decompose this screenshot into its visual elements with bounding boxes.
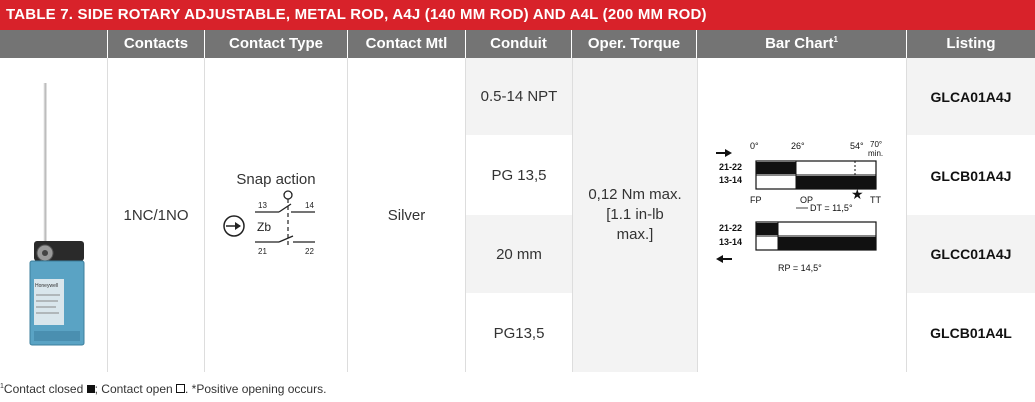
header-listing: Listing bbox=[907, 30, 1035, 58]
contact-mtl-cell: Silver bbox=[348, 58, 466, 372]
table-title: TABLE 7. SIDE ROTARY ADJUSTABLE, METAL R… bbox=[0, 0, 1035, 30]
listing-cell-4: GLCB01A4L bbox=[907, 294, 1035, 372]
label-fp: FP bbox=[750, 195, 762, 205]
zb-label: Zb bbox=[257, 220, 271, 234]
top-label-21-22: 21-22 bbox=[719, 162, 742, 172]
header-conduit: Conduit bbox=[466, 30, 572, 58]
header-image-blank bbox=[0, 30, 108, 58]
terminal-14: 14 bbox=[305, 201, 314, 210]
header-contacts: Contacts bbox=[108, 30, 205, 58]
contact-open-square-icon bbox=[176, 384, 186, 393]
oper-torque-line1: 0,12 Nm max. bbox=[588, 186, 682, 203]
header-contact-type: Contact Type bbox=[205, 30, 348, 58]
label-26-deg: 26° bbox=[791, 141, 805, 151]
conduit-cell-4: PG13,5 bbox=[466, 294, 572, 372]
oper-torque-line2: [1.1 in-lb bbox=[606, 206, 664, 223]
footnote-sup: 1 bbox=[0, 383, 4, 390]
terminal-13: 13 bbox=[258, 201, 267, 210]
contact-closed-square-icon bbox=[86, 385, 95, 393]
contacts-cell: 1NC/1NO bbox=[108, 58, 205, 372]
label-0-deg: 0° bbox=[750, 141, 759, 151]
label-dt: DT = 11,5° bbox=[810, 203, 853, 213]
conduit-cell-2: PG 13,5 bbox=[466, 136, 572, 215]
label-rp: RP = 14,5° bbox=[778, 263, 822, 273]
listing-cell-2: GLCB01A4J bbox=[907, 136, 1035, 215]
contact-type-cell: Snap action 13 14 Zb 21 22 bbox=[205, 58, 348, 372]
label-op: OP bbox=[800, 195, 813, 205]
bar-chart-diagram: 0° 26° 54° 70° min. 21-22 13-14 ★ FP OP … bbox=[716, 140, 883, 273]
bottom-label-13-14: 13-14 bbox=[719, 237, 742, 247]
oper-torque-cell: 0,12 Nm max. [1.1 in-lb max.] bbox=[572, 58, 697, 372]
top-13-14-closed-bar bbox=[796, 176, 876, 189]
terminal-21: 21 bbox=[258, 247, 267, 256]
device-brand-label: Honeywell bbox=[35, 283, 58, 289]
listing-cell-1: GLCA01A4J bbox=[907, 58, 1035, 136]
limit-switch-image: Honeywell bbox=[29, 83, 84, 346]
device-image-cell: Honeywell bbox=[0, 58, 108, 372]
snap-action-symbol: 13 14 Zb 21 22 bbox=[223, 189, 315, 256]
bar-chart-cell: 0° 26° 54° 70° min. 21-22 13-14 ★ FP OP … bbox=[697, 58, 907, 372]
label-70-deg: 70° bbox=[870, 140, 882, 149]
label-54-deg: 54° bbox=[850, 141, 864, 151]
contact-type-label: Snap action bbox=[236, 170, 316, 188]
conduit-cell-3: 20 mm bbox=[466, 215, 572, 294]
top-label-13-14: 13-14 bbox=[719, 175, 742, 185]
header-contact-mtl: Contact Mtl bbox=[348, 30, 466, 58]
oper-torque-line3: max.] bbox=[616, 226, 654, 243]
bottom-label-21-22: 21-22 bbox=[719, 223, 742, 233]
positive-opening-star: ★ bbox=[851, 186, 864, 202]
header-bar-chart: Bar Chart1 bbox=[697, 30, 907, 58]
footnote-text-1: Contact closed bbox=[3, 382, 87, 396]
header-oper-torque: Oper. Torque bbox=[572, 30, 697, 58]
top-21-22-closed-bar bbox=[756, 162, 796, 174]
bottom-21-22-closed-bar bbox=[756, 223, 778, 235]
listing-cell-3: GLCC01A4J bbox=[907, 215, 1035, 294]
bottom-13-14-closed-bar bbox=[778, 237, 876, 250]
label-tt: TT bbox=[870, 195, 881, 205]
conduit-cell-1: 0.5-14 NPT bbox=[466, 58, 572, 136]
footnote-text-3: . *Positive opening occurs. bbox=[185, 382, 327, 396]
header-bar-chart-sup: 1 bbox=[833, 35, 838, 44]
footnote-text-2: ; Contact open bbox=[94, 382, 177, 396]
header-bar-chart-label: Bar Chart bbox=[765, 35, 834, 52]
footnote: 1Contact closed ; Contact open . *Positi… bbox=[0, 382, 326, 396]
terminal-22: 22 bbox=[305, 247, 314, 256]
label-min: min. bbox=[868, 149, 883, 158]
